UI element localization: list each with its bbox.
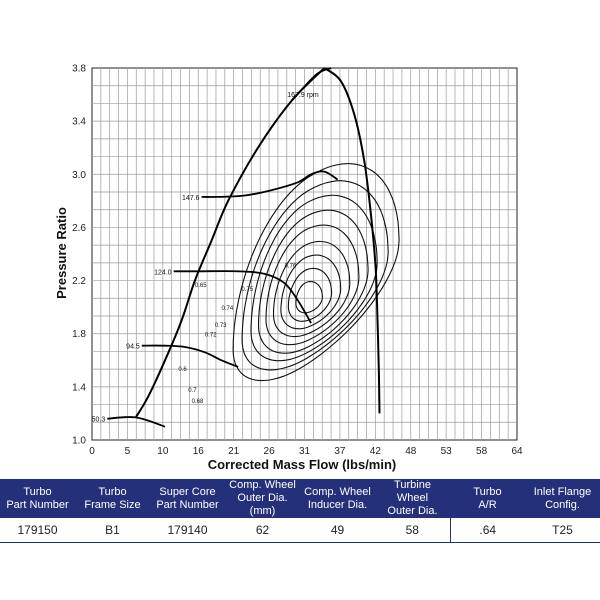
header-super-core-part-number: Super Core Part Number — [150, 479, 225, 518]
x-tick-label: 21 — [228, 446, 240, 457]
speed-label: 147.6 — [182, 195, 200, 202]
efficiency-islands — [232, 163, 400, 382]
efficiency-contour-0.72 — [265, 224, 360, 346]
header-turbine-wheel-outer-dia: Turbine Wheel Outer Dia. — [375, 479, 450, 518]
efficiency-label: 0.65 — [195, 283, 207, 289]
efficiency-label: 0.72 — [205, 332, 217, 338]
x-tick-label: 10 — [157, 446, 169, 457]
efficiency-contour-0.76 — [295, 281, 323, 314]
efficiency-contour-0.73 — [272, 240, 351, 338]
speed-line-50.3 — [107, 416, 166, 428]
x-tick-label: 16 — [193, 446, 205, 457]
grid — [91, 67, 518, 441]
x-axis-title: Corrected Mass Flow (lbs/min) — [208, 457, 397, 472]
efficiency-label: 0.73 — [215, 323, 227, 329]
curve-labels: 50.3 94.5 124.0 147.6 167.9 rpm 0.6 0.65 0.68 0.… — [92, 92, 319, 424]
header-inlet-flange-config: Inlet Flange Config. — [525, 479, 600, 518]
y-tick-label: 1.4 — [72, 382, 86, 393]
cell-frame-size: B1 — [75, 518, 150, 543]
x-tick-label: 58 — [476, 446, 488, 457]
x-tick-label: 42 — [370, 446, 382, 457]
y-axis-title: Pressure Ratio — [54, 207, 69, 299]
efficiency-label: 0.74 — [221, 306, 233, 312]
y-tick-label: 1.8 — [72, 329, 86, 340]
surge-line — [134, 67, 326, 418]
speed-line-124.0 — [173, 270, 312, 324]
speed-label: 167.9 rpm — [287, 92, 319, 99]
y-tick-label: 1.0 — [72, 436, 86, 447]
y-tick-label: 2.2 — [72, 276, 86, 287]
x-tick-label: 48 — [405, 446, 417, 457]
table-row: 179150 B1 179140 62 49 58 .64 T25 — [0, 518, 600, 543]
choke-line — [323, 67, 381, 414]
speed-label: 50.3 — [92, 417, 106, 424]
efficiency-contour-0.74 — [280, 254, 342, 330]
speed-label: 94.5 — [126, 344, 140, 351]
efficiency-label: 0.6 — [178, 367, 187, 373]
cell-comp-wheel-outer-dia: 62 — [225, 518, 300, 543]
x-tick-label: 64 — [511, 446, 523, 457]
header-turbo-part-number: Turbo Part Number — [0, 479, 75, 518]
cell-turbo-part-number: 179150 — [0, 518, 75, 543]
x-tick-label: 26 — [264, 446, 276, 457]
map-curves — [107, 67, 381, 428]
efficiency-label: 0.75 — [241, 287, 253, 293]
efficiency-label: 0.7 — [188, 388, 197, 394]
cell-inlet-flange-config: T25 — [525, 518, 600, 543]
efficiency-contour-0.68 — [250, 194, 378, 362]
header-turbo-frame-size: Turbo Frame Size — [75, 479, 150, 518]
efficiency-label: 0.68 — [192, 399, 204, 405]
header-turbo-ar: Turbo A/R — [450, 479, 525, 518]
y-tick-label: 3.8 — [72, 64, 86, 75]
specification-table: Turbo Part Number Turbo Frame Size Super C… — [0, 479, 600, 543]
x-tick-label: 53 — [441, 446, 453, 457]
y-tick-label: 3.0 — [72, 170, 86, 181]
cell-turbine-wheel-outer-dia: 58 — [375, 518, 450, 543]
cell-comp-wheel-inducer-dia: 49 — [300, 518, 375, 543]
speed-line-147.6 — [201, 170, 339, 198]
efficiency-contour-0.65 — [241, 180, 389, 371]
efficiency-contour-0.6 — [232, 163, 400, 382]
efficiency-label: 0.76 — [285, 263, 297, 269]
cell-turbo-ar: .64 — [449, 518, 525, 543]
table-header-row: Turbo Part Number Turbo Frame Size Super C… — [0, 479, 600, 518]
header-comp-wheel-inducer-dia: Comp. Wheel Inducer Dia. — [300, 479, 375, 518]
y-tick-label: 3.4 — [72, 117, 86, 128]
efficiency-contour-0.7 — [257, 209, 369, 354]
header-comp-wheel-outer-dia: Comp. Wheel Outer Dia. (mm) — [225, 479, 300, 518]
x-tick-label: 31 — [299, 446, 311, 457]
efficiency-contour-0.75 — [287, 267, 333, 322]
y-tick-label: 2.6 — [72, 223, 86, 234]
compressor-map: 0 5 10 16 21 26 31 37 42 48 53 58 64 1.0 1.4 1.8 2.2 2.6… — [54, 64, 523, 473]
speed-label: 124.0 — [154, 269, 172, 276]
x-tick-label: 5 — [125, 446, 131, 457]
y-ticks: 1.0 1.4 1.8 2.2 2.6 3.0 3.4 3.8 — [72, 64, 86, 447]
x-ticks: 0 5 10 16 21 26 31 37 42 48 53 58 64 — [89, 446, 523, 457]
x-tick-label: 0 — [89, 446, 95, 457]
speed-line-94.5 — [141, 344, 239, 368]
cell-super-core-part-number: 179140 — [150, 518, 225, 543]
x-tick-label: 37 — [334, 446, 346, 457]
speed-line-167.9-rpm — [290, 67, 332, 102]
